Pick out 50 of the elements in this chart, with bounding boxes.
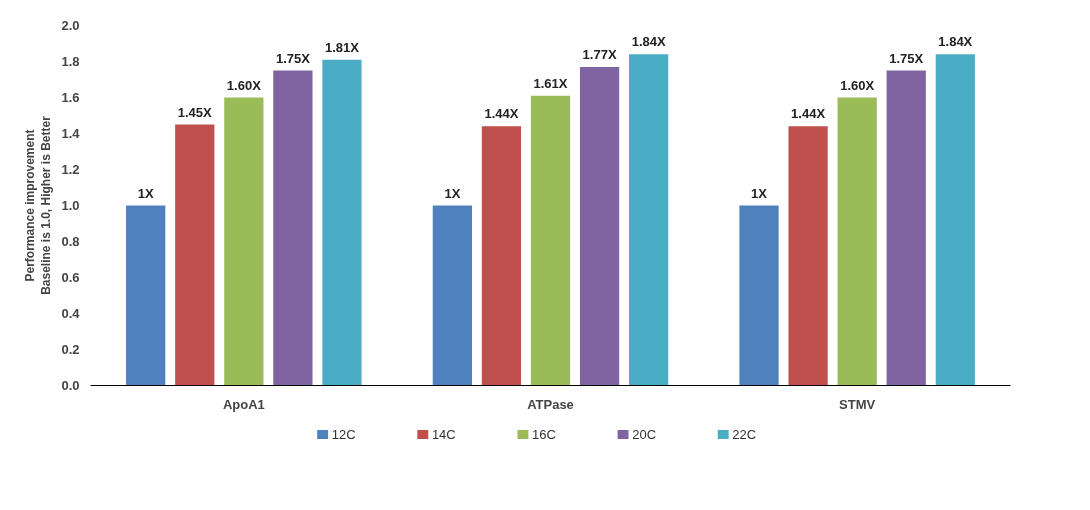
bar [175, 124, 215, 386]
y-tick-label: 0.8 [61, 234, 80, 249]
bar [739, 205, 779, 386]
bar [432, 205, 472, 386]
data-label: 1.77X [582, 46, 617, 62]
bar [629, 54, 669, 386]
data-label: 1.44X [484, 106, 519, 122]
data-label: 1.84X [631, 34, 666, 50]
bar [935, 54, 975, 386]
data-label: 1X [751, 185, 768, 201]
y-tick-label: 1.6 [61, 90, 80, 105]
data-label: 1.60X [226, 77, 262, 93]
data-label: 1.44X [791, 106, 826, 122]
y-tick-label: 2.0 [61, 18, 80, 33]
data-label: 1.60X [840, 77, 875, 93]
y-axis-title: Performance improvement Baseline is 1.0, Higher is Better [22, 115, 54, 295]
bar [530, 95, 571, 386]
y-tick-label: 1.2 [61, 162, 80, 177]
x-tick-label: STMV [839, 396, 876, 412]
legend-label: 12C [331, 427, 356, 442]
bar [837, 97, 877, 386]
data-label: 1.84X [938, 34, 973, 50]
y-tick-label: 0.6 [61, 270, 80, 285]
x-tick-label: ApoA1 [222, 396, 265, 412]
y-tick-label: 1.4 [61, 126, 81, 141]
bar [126, 205, 166, 386]
data-label: 1.81X [324, 39, 360, 55]
y-tick-label: 1.0 [61, 198, 80, 213]
y-tick-label: 0.2 [61, 342, 80, 357]
data-label: 1.45X [177, 104, 213, 120]
x-tick-label: ATPase [527, 396, 574, 412]
legend-label: 22C [732, 427, 757, 442]
y-tick-label: 1.8 [61, 54, 80, 69]
y-tick-label: 0.0 [61, 378, 80, 393]
bar [788, 126, 828, 386]
bar [481, 126, 522, 386]
data-label: 1X [137, 185, 154, 201]
bar [322, 59, 362, 386]
y-tick-label: 0.4 [61, 306, 81, 321]
bar [579, 66, 620, 386]
legend-label: 16C [532, 427, 556, 442]
bar [273, 70, 313, 386]
bar [224, 97, 264, 386]
data-label: 1X [444, 185, 461, 201]
bar [886, 70, 926, 386]
data-label: 1.75X [889, 50, 924, 66]
data-label: 1.61X [533, 75, 568, 91]
legend-label: 20C [632, 427, 657, 442]
data-label: 1.75X [275, 50, 311, 66]
legend-label: 14C [431, 427, 456, 442]
